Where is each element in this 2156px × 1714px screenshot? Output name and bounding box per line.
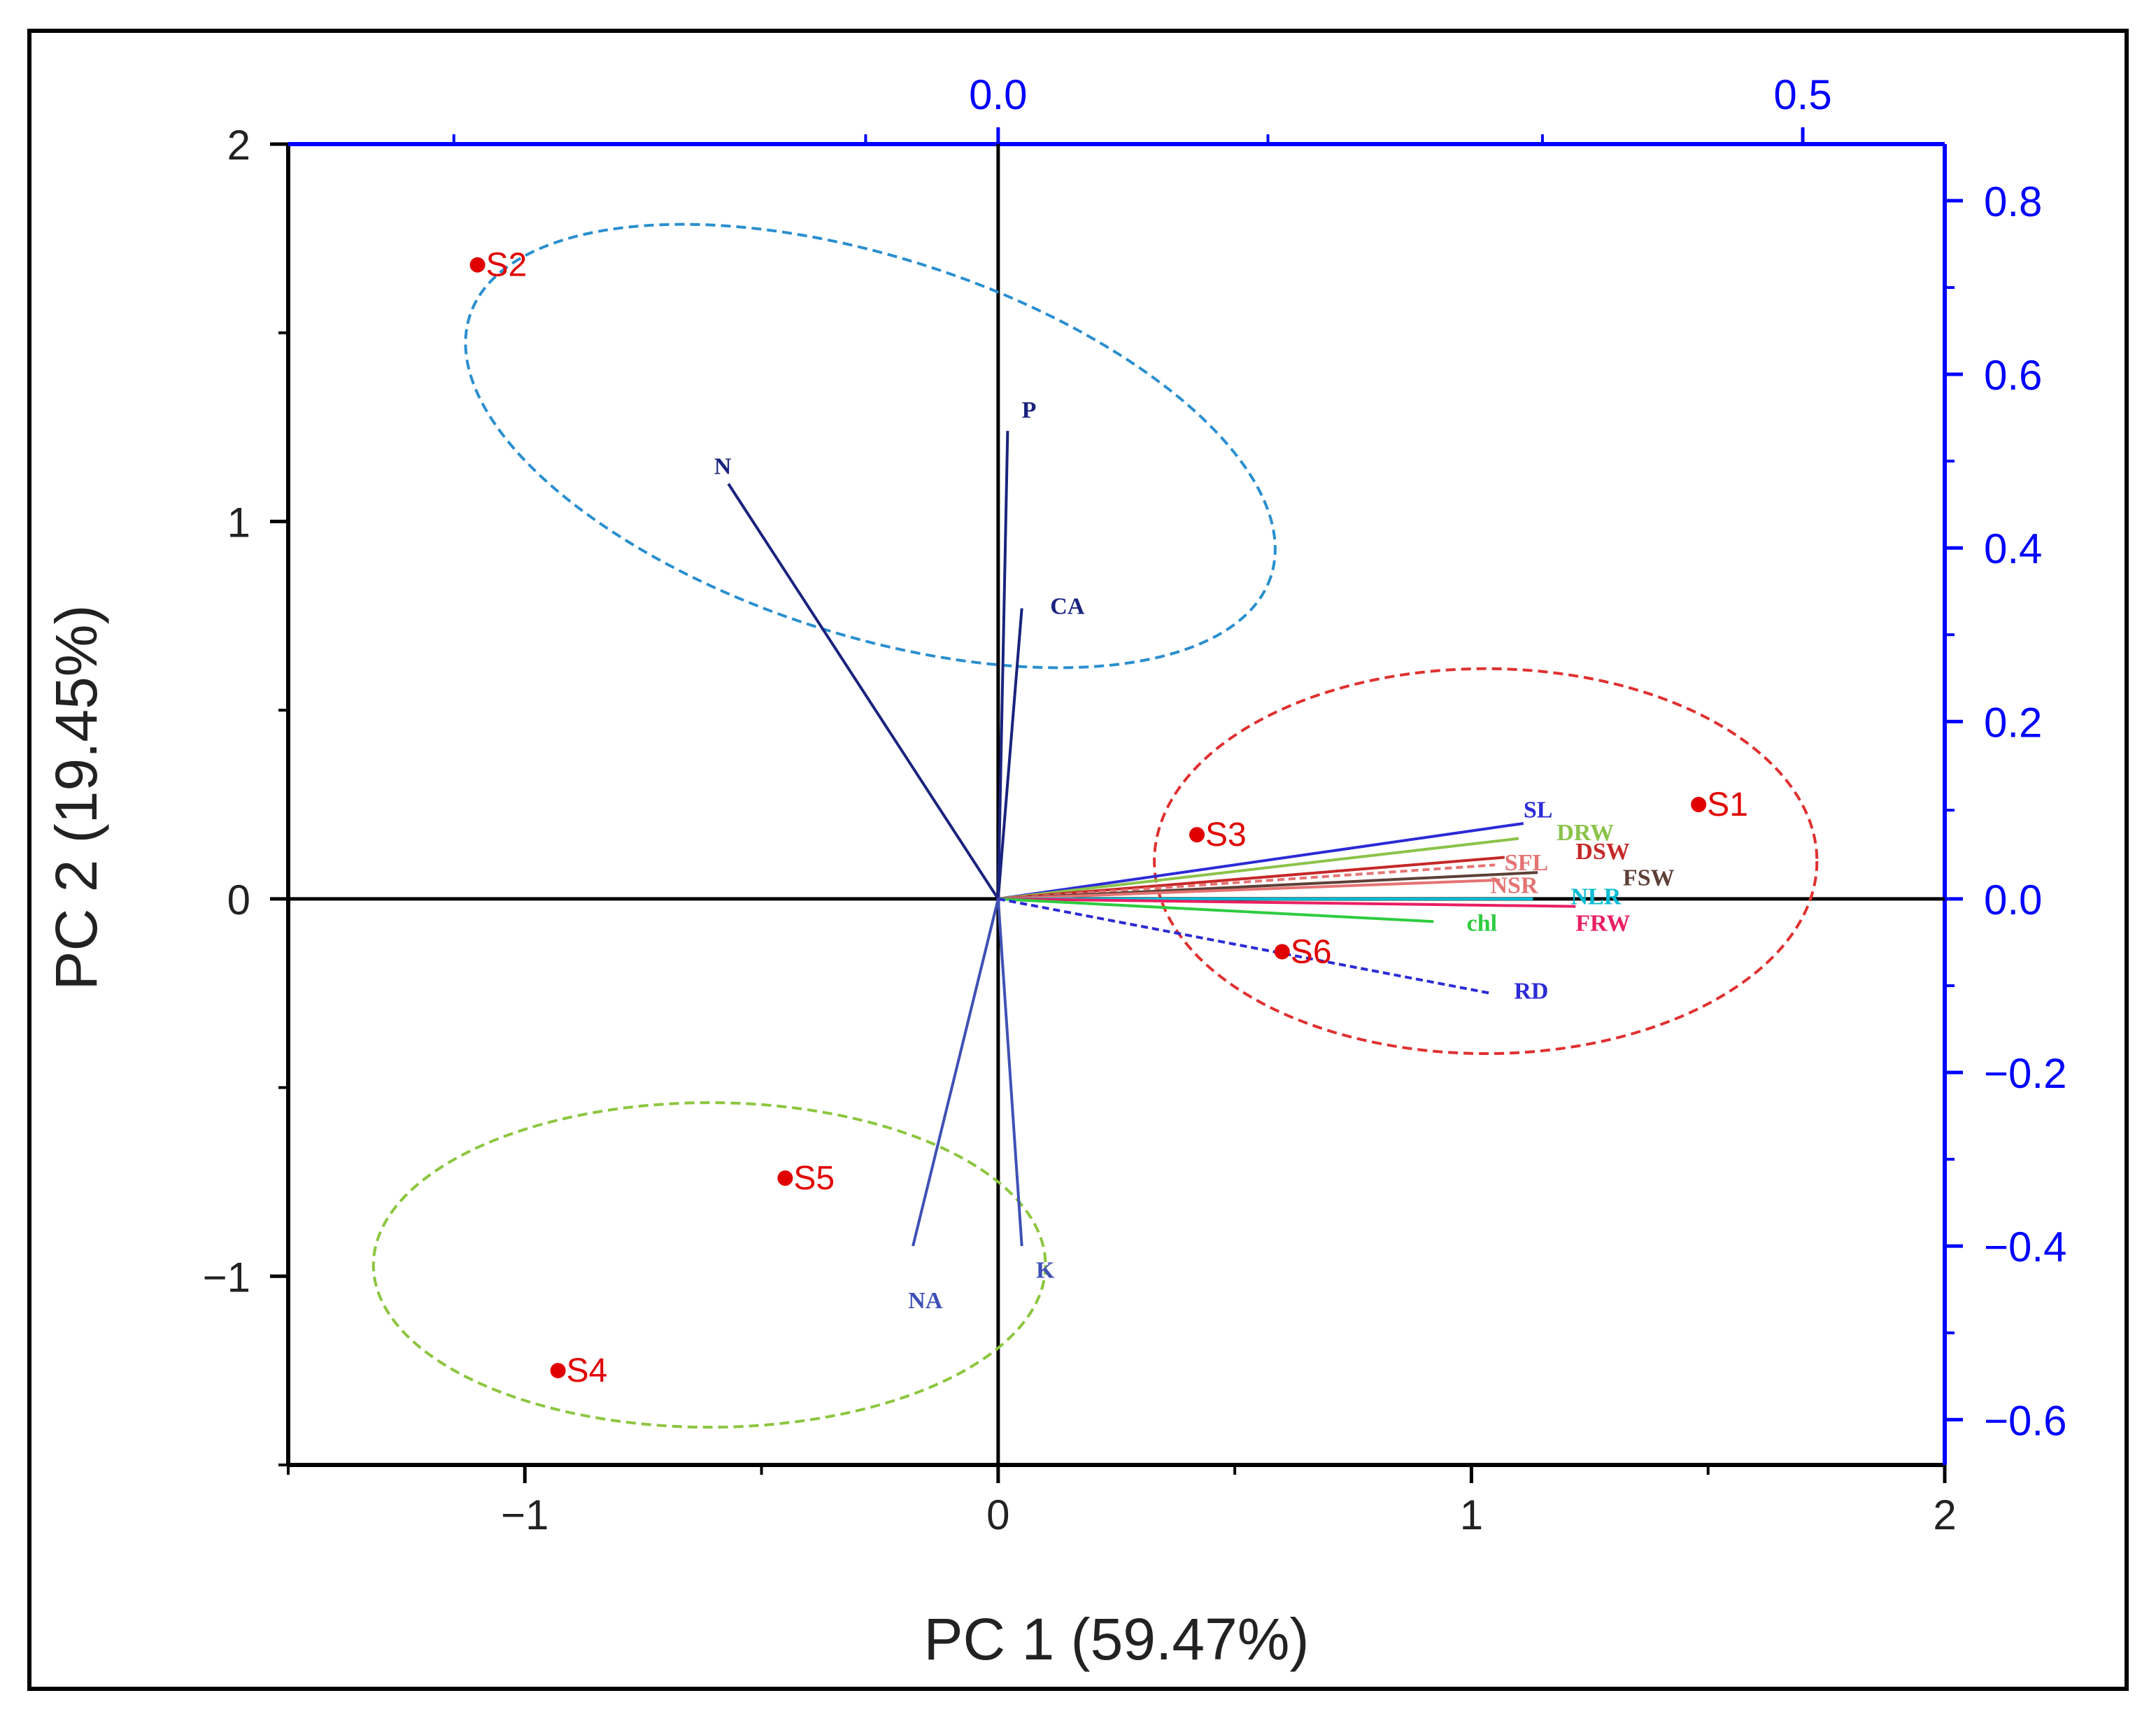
right-tick-label: 0.8 [1984,178,2042,225]
loading-label-rd: RD [1514,979,1548,1005]
right-tick-label: 0.4 [1984,525,2042,572]
x-tick-label: 2 [1933,1492,1956,1538]
loading-vector-ca [996,608,1023,900]
loading-label-sl: SL [1524,798,1553,823]
right-tick-label: −0.4 [1984,1224,2066,1270]
group-ellipse-2 [1153,667,1819,1056]
loading-vector-p [996,430,1009,899]
loading-vector-chl [998,897,1434,923]
y-axis-label: PC 2 (19.45%) [43,605,109,991]
top-tick-label: 0.5 [1773,71,1831,118]
loading-vector-n [727,483,1000,900]
score-point-s2 [469,257,485,273]
loading-vector-drw [998,837,1519,900]
y-tick-label: 2 [227,122,250,169]
loading-vector-na [912,898,1000,1247]
x-tick-label: −1 [501,1492,548,1538]
score-label-s4: S4 [567,1352,608,1389]
x-axis-label: PC 1 (59.47%) [924,1606,1310,1672]
score-point-s4 [550,1363,566,1379]
loading-label-nlr: NLR [1571,884,1622,910]
score-label-s5: S5 [793,1160,835,1197]
top-tick-label: 0.0 [969,71,1027,118]
loading-vector-k [996,898,1023,1247]
loading-vector-rd [998,897,1491,995]
group-ellipse-1 [464,222,1277,670]
loading-label-p: P [1022,397,1037,423]
score-point-s5 [777,1170,793,1187]
score-point-s6 [1274,944,1290,960]
y-tick-label: 0 [227,877,250,923]
loading-label-nsr: NSR [1490,872,1538,898]
group-ellipses [371,222,1819,1429]
score-point-s3 [1189,827,1205,843]
score-label-s6: S6 [1291,933,1332,970]
score-label-s1: S1 [1707,786,1748,823]
right-tick-label: −0.2 [1984,1050,2066,1097]
loading-label-drw: DRW [1556,820,1614,846]
loading-vector-nsr [998,878,1501,900]
y-tick-label: −1 [203,1254,250,1301]
loading-label-k: K [1036,1258,1055,1284]
group-ellipse-3 [371,1101,1047,1429]
loading-label-frw: FRW [1575,910,1630,936]
right-tick-label: −0.6 [1984,1397,2066,1444]
loading-label-dsw: DSW [1575,839,1629,865]
score-point-s1 [1691,797,1707,812]
y-tick-label: 1 [227,499,250,546]
loading-vector-sl [998,821,1524,900]
score-label-s2: S2 [486,247,527,284]
loading-label-ca: CA [1050,593,1085,619]
right-tick-label: 0.2 [1984,699,2042,746]
loading-label-n: N [714,454,732,480]
score-label-s3: S3 [1205,816,1247,854]
loading-label-chl: chl [1467,910,1497,936]
x-tick-label: 0 [986,1492,1009,1538]
loading-vector-sfl [998,863,1496,900]
score-points: S1 S2 S3 S4 S5 S6 [469,247,1748,1389]
right-tick-label: 0.0 [1984,877,2042,923]
loading-label-fsw: FSW [1623,865,1675,891]
figure-border [27,29,2129,1691]
loading-label-na: NA [908,1288,943,1314]
right-tick-label: 0.6 [1984,352,2042,399]
x-tick-label: 1 [1460,1492,1483,1538]
loading-vector-frw [998,897,1576,908]
axis-ticks: −1 0 1 2 −1 0 1 2 0.0 0.5 0.8 0.6 0.4 0.2 0.0 −0.2 −0.4 −… [203,71,2067,1538]
